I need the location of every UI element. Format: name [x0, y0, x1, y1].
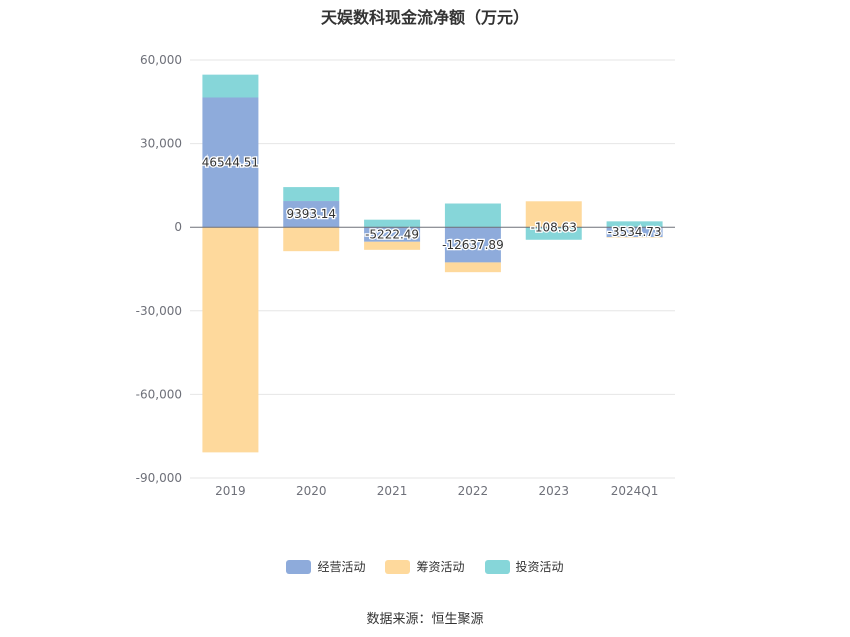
- grid-layer: [190, 59, 675, 479]
- x-tick-label: 2021: [377, 484, 408, 498]
- y-tick-label: 60,000: [140, 53, 182, 67]
- x-tick-label: 2020: [296, 484, 327, 498]
- legend-item-operating[interactable]: 经营活动: [286, 558, 365, 575]
- bar-financing[interactable]: [283, 227, 340, 252]
- data-label: -108.63: [531, 220, 577, 234]
- bar-investing[interactable]: [606, 221, 663, 228]
- bar-operating[interactable]: [444, 227, 501, 263]
- bar-investing[interactable]: [202, 74, 259, 98]
- legend-label-financing: 筹资活动: [416, 560, 465, 574]
- x-tick-label: 2022: [458, 484, 489, 498]
- source-note: 数据来源：恒生聚源: [366, 612, 484, 627]
- bar-operating[interactable]: [202, 97, 259, 228]
- data-label-layer: 46544.51 9393.14 -5222.49 -12637.89 -108.63 -…: [201, 154, 663, 253]
- x-tick-label: 2024Q1: [611, 484, 659, 498]
- bar-layer: [202, 74, 663, 453]
- legend-swatch-operating: [286, 559, 312, 574]
- bar-financing[interactable]: [525, 201, 582, 228]
- chart-title: 天娱数科现金流净额（万元）: [320, 8, 529, 27]
- cash-flow-chart: 60,000 30,000 0 -30,000 -60,000 -90,000 2019 20…: [136, 53, 675, 498]
- y-tick-label: -30,000: [136, 304, 182, 318]
- x-tick-label: 2023: [538, 484, 569, 498]
- legend: 经营活动 筹资活动 投资活动: [0, 558, 850, 575]
- data-label: 46544.51: [202, 155, 259, 169]
- legend-label-investing: 投资活动: [515, 560, 564, 574]
- bar-investing[interactable]: [525, 227, 582, 240]
- legend-swatch-financing: [385, 559, 411, 574]
- bar-operating[interactable]: [283, 201, 340, 228]
- bar-operating[interactable]: [606, 227, 663, 238]
- bar-financing[interactable]: [364, 241, 421, 250]
- y-tick-label: 30,000: [140, 137, 182, 151]
- bar-investing[interactable]: [364, 219, 421, 228]
- y-tick-label: -90,000: [136, 471, 182, 485]
- y-tick-label: 0: [174, 220, 182, 234]
- legend-item-investing[interactable]: 投资活动: [484, 558, 564, 575]
- y-tick-label: -60,000: [136, 387, 182, 401]
- data-label: -3534.73: [608, 225, 662, 239]
- legend-label-operating: 经营活动: [317, 560, 366, 574]
- legend-swatch-investing: [484, 559, 510, 574]
- bar-investing[interactable]: [444, 203, 501, 228]
- bar-financing[interactable]: [444, 262, 501, 273]
- axis-layer: 60,000 30,000 0 -30,000 -60,000 -90,000 2019 20…: [136, 53, 675, 498]
- data-label: 9393.14: [286, 207, 336, 221]
- bar-financing[interactable]: [606, 237, 663, 238]
- bar-financing[interactable]: [202, 227, 259, 453]
- data-label: -5222.49: [365, 227, 419, 241]
- legend-item-financing[interactable]: 筹资活动: [385, 558, 465, 575]
- x-tick-label: 2019: [215, 484, 246, 498]
- data-label: -12637.89: [442, 238, 504, 252]
- bar-operating[interactable]: [364, 227, 421, 242]
- bar-investing[interactable]: [283, 187, 340, 202]
